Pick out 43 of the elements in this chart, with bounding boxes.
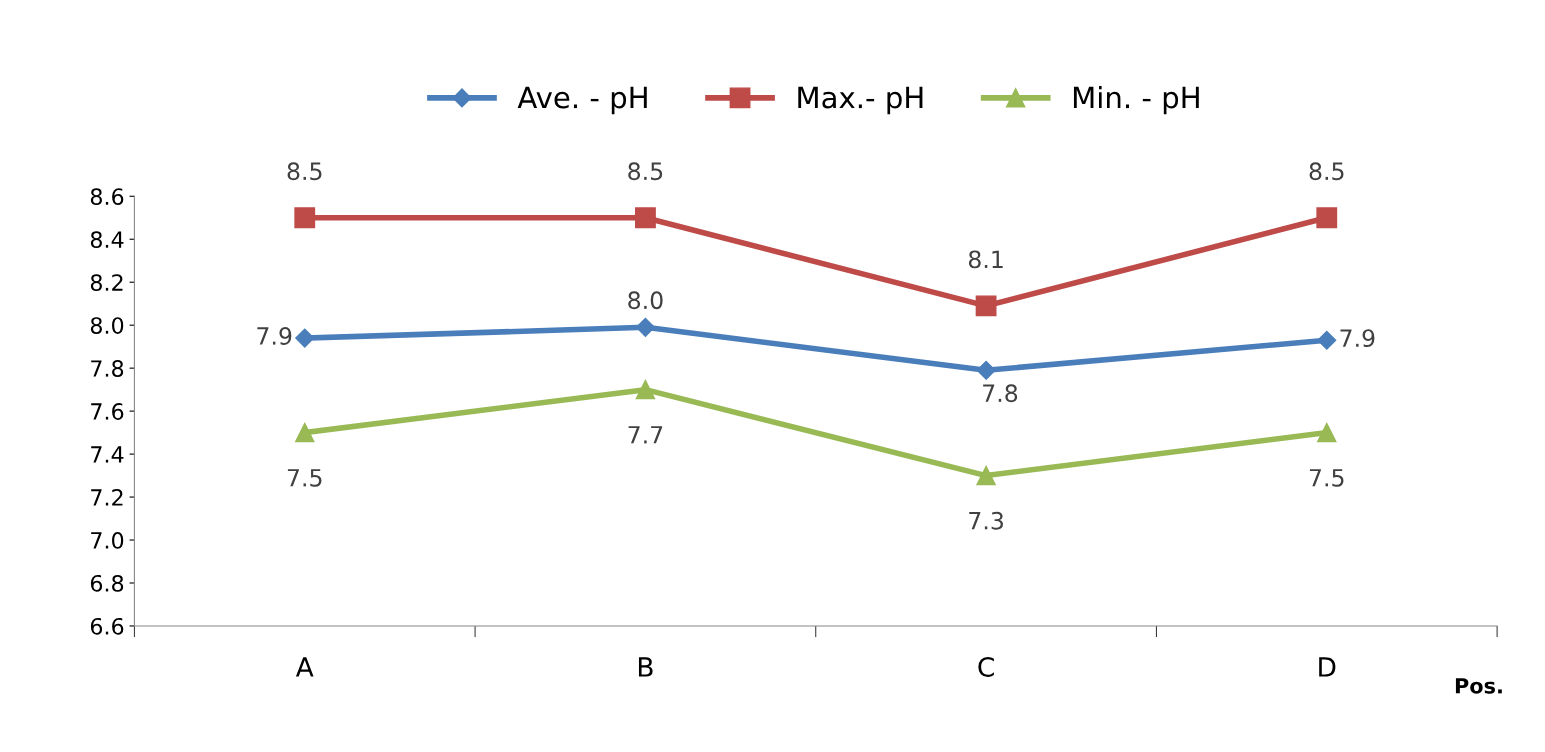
point — [294, 207, 316, 229]
point — [295, 422, 315, 443]
point — [1316, 207, 1338, 229]
data-label: 7.3 — [969, 511, 1003, 530]
x-tick-label: C — [978, 656, 994, 677]
y-tick-label: 8.6 — [90, 188, 124, 206]
y-tick-label: 7.6 — [91, 403, 124, 420]
legend-label: Ave. - pH — [517, 86, 647, 115]
point — [1317, 422, 1337, 443]
data-label: 8.1 — [968, 250, 1003, 269]
data-label: 7.5 — [1309, 469, 1344, 487]
point — [635, 207, 656, 229]
y-tick-label: 6.6 — [90, 617, 124, 635]
data-label: 7.5 — [287, 469, 322, 487]
data-label: 8.0 — [628, 291, 663, 310]
point — [635, 379, 656, 400]
y-tick-label: 6.8 — [90, 574, 124, 592]
point — [976, 465, 996, 486]
data-label: 8.5 — [287, 162, 322, 181]
x-axis-title: Pos. — [1455, 678, 1502, 694]
legend-label: Max.- pH — [798, 86, 923, 115]
y-tick-label: 8.2 — [90, 274, 123, 291]
y-tick-label: 8.0 — [90, 317, 124, 334]
data-label: 8.5 — [1309, 162, 1344, 181]
point — [295, 328, 315, 348]
data-label: 7.8 — [983, 384, 1018, 403]
data-label: 8.5 — [628, 162, 663, 181]
x-tick-label: D — [1319, 657, 1336, 677]
point — [1317, 330, 1337, 350]
data-label: 7.9 — [1340, 329, 1375, 348]
legend-label: Min. - pH — [1073, 85, 1199, 115]
y-tick-label: 7.4 — [91, 446, 124, 463]
data-label: 7.7 — [628, 426, 663, 444]
x-tick-label: B — [638, 657, 653, 677]
x-tick-label: A — [295, 657, 314, 677]
point — [975, 295, 997, 317]
data-label: 7.9 — [257, 327, 292, 345]
y-tick-label: 7.8 — [91, 360, 124, 377]
y-tick-label: 8.4 — [90, 231, 124, 248]
point — [635, 317, 655, 337]
y-tick-label: 7.0 — [91, 531, 124, 549]
y-tick-label: 7.2 — [91, 489, 123, 506]
point — [976, 360, 996, 380]
